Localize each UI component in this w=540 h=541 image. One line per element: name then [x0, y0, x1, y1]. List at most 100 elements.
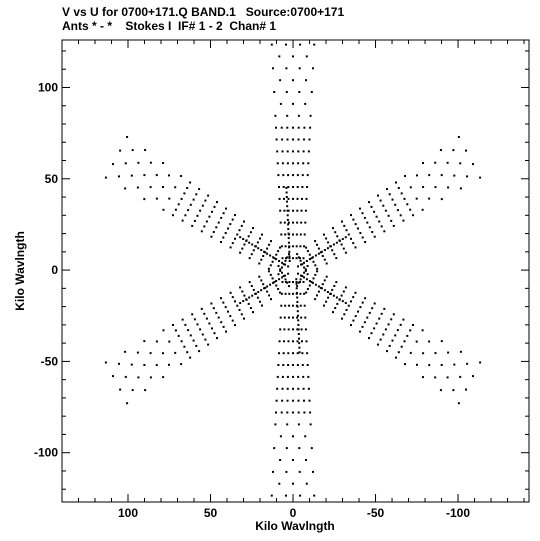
uv-point	[278, 352, 280, 355]
uv-point	[272, 256, 275, 259]
uv-point	[373, 210, 376, 213]
uv-point	[269, 283, 272, 286]
uv-point	[273, 447, 276, 450]
uv-point	[286, 150, 289, 153]
uv-point	[280, 245, 283, 248]
uv-point	[338, 239, 341, 242]
uv-point	[317, 290, 320, 293]
uv-point	[409, 186, 412, 189]
uv-point	[131, 149, 134, 152]
uv-point	[278, 482, 281, 485]
y-tick-label: -50	[41, 354, 59, 368]
uv-point	[306, 265, 309, 267]
uv-point	[193, 219, 196, 222]
uv-point	[303, 411, 306, 414]
uv-point	[208, 215, 211, 218]
uv-point	[266, 285, 269, 288]
uv-point	[220, 216, 223, 219]
uv-point	[285, 196, 288, 198]
uv-point	[286, 114, 289, 117]
uv-point	[368, 337, 370, 340]
uv-point	[388, 193, 391, 196]
uv-point	[281, 399, 284, 402]
uv-point	[409, 351, 412, 354]
uv-point	[297, 333, 300, 335]
uv-point	[130, 363, 133, 366]
uv-point	[275, 284, 278, 287]
uv-point	[298, 351, 301, 354]
uv-point	[371, 307, 374, 310]
uv-point	[306, 352, 309, 355]
uv-point	[229, 246, 232, 249]
uv-point	[287, 221, 290, 224]
uv-point	[296, 285, 299, 288]
uv-point	[286, 209, 289, 212]
uv-point	[298, 342, 301, 345]
uv-point	[236, 304, 239, 307]
uv-point	[347, 233, 350, 236]
uv-point	[136, 351, 139, 354]
uv-point	[292, 174, 294, 177]
uv-point	[172, 214, 174, 217]
uv-point	[278, 197, 281, 200]
uv-point	[256, 296, 259, 299]
uv-point	[124, 187, 127, 190]
uv-point	[452, 149, 455, 152]
uv-point	[238, 229, 241, 232]
uv-point	[288, 255, 291, 258]
uv-point	[303, 138, 305, 141]
uv-point	[296, 301, 299, 303]
uv-point	[273, 257, 276, 260]
uv-point	[300, 221, 303, 224]
uv-point	[397, 351, 400, 354]
uv-point	[286, 387, 289, 390]
uv-point	[388, 344, 391, 347]
uv-point	[285, 191, 288, 194]
uv-point	[317, 252, 320, 255]
uv-point	[409, 208, 412, 211]
uv-point	[387, 214, 390, 217]
uv-point	[137, 376, 140, 379]
uv-point	[300, 274, 302, 277]
uv-point	[296, 305, 299, 308]
uv-point	[311, 281, 314, 284]
uv-point	[383, 230, 386, 233]
uv-point	[239, 236, 242, 239]
uv-point	[375, 215, 378, 218]
uv-point	[300, 328, 303, 331]
uv-point	[440, 198, 443, 201]
x-tick-label: 50	[204, 506, 218, 520]
uv-point	[303, 126, 306, 129]
uv-point	[257, 247, 260, 250]
uv-point	[300, 316, 303, 319]
uv-point	[143, 340, 146, 343]
uv-point	[275, 411, 277, 414]
uv-point	[184, 214, 187, 217]
uv-point	[254, 292, 257, 295]
uv-point	[286, 138, 289, 141]
uv-point	[236, 233, 239, 236]
uv-point	[184, 323, 187, 326]
uv-point	[308, 399, 311, 402]
uv-point	[327, 241, 330, 244]
uv-point	[350, 237, 352, 240]
uv-point	[352, 319, 355, 322]
uv-point	[400, 192, 403, 195]
uv-point	[283, 221, 286, 224]
uv-point	[296, 310, 299, 313]
uv-point	[136, 186, 139, 189]
uv-point	[280, 411, 283, 414]
uv-point	[229, 291, 232, 294]
uv-point	[308, 138, 311, 141]
uv-point	[200, 230, 203, 233]
uv-point	[189, 334, 192, 337]
uv-point	[278, 260, 281, 262]
uv-point	[327, 296, 330, 299]
uv-point	[340, 243, 343, 246]
uv-point	[275, 399, 278, 402]
uv-point	[281, 375, 284, 378]
uv-point	[284, 245, 287, 248]
uv-point	[277, 364, 280, 366]
uv-point	[397, 187, 400, 189]
